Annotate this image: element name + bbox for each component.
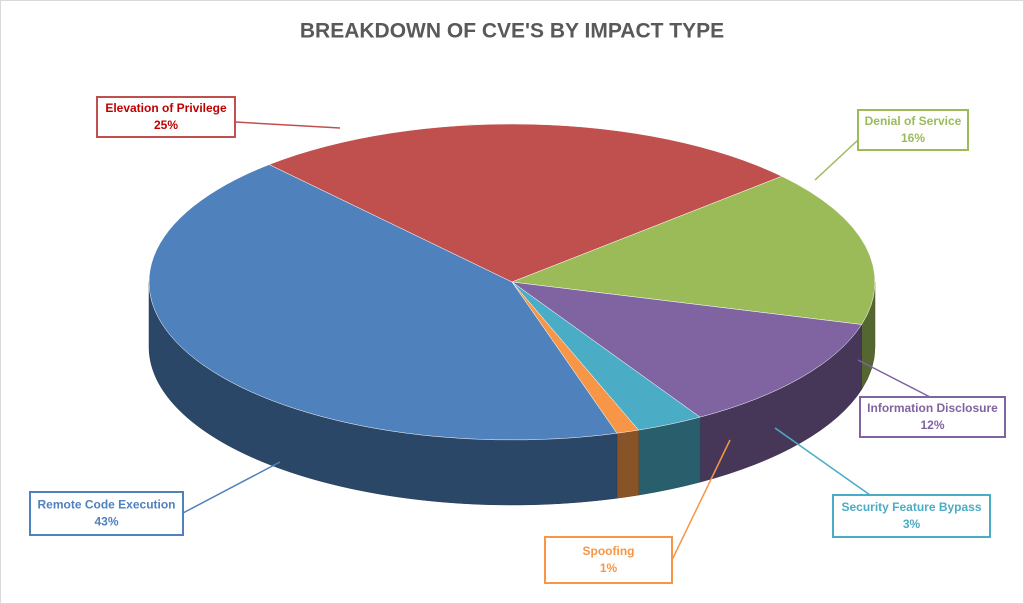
pie-side <box>616 429 639 499</box>
data-label: 3% <box>903 517 921 531</box>
legend-label: Elevation of Privilege <box>105 101 227 115</box>
leader-line <box>671 439 731 561</box>
label-box <box>857 109 969 151</box>
data-label: 1% <box>600 561 618 575</box>
data-label: 16% <box>901 131 925 145</box>
legend-label: Information Disclosure <box>867 401 998 415</box>
data-label: 25% <box>154 118 178 132</box>
data-label: 43% <box>94 515 118 529</box>
data-label: 12% <box>920 418 944 432</box>
legend-label: Spoofing <box>583 544 635 558</box>
legend-label: Remote Code Execution <box>37 498 175 512</box>
label-box <box>832 494 991 538</box>
pie-slice <box>511 281 863 418</box>
leader-line <box>774 427 871 496</box>
chart-title: BREAKDOWN OF CVE'S BY IMPACT TYPE <box>300 20 724 43</box>
pie-side <box>638 416 701 496</box>
leader-line <box>182 461 281 514</box>
label-box <box>859 396 1006 438</box>
legend-label: Denial of Service <box>865 114 962 128</box>
leader-line <box>857 359 931 398</box>
label-box <box>29 491 184 536</box>
pie-slice <box>148 164 618 441</box>
leader-line <box>234 121 341 129</box>
label-box <box>544 536 673 584</box>
leader-line <box>814 139 859 181</box>
pie-slice <box>268 123 783 283</box>
pie-slice <box>511 176 876 325</box>
label-box <box>96 96 236 138</box>
legend-label: Security Feature Bypass <box>841 500 981 514</box>
